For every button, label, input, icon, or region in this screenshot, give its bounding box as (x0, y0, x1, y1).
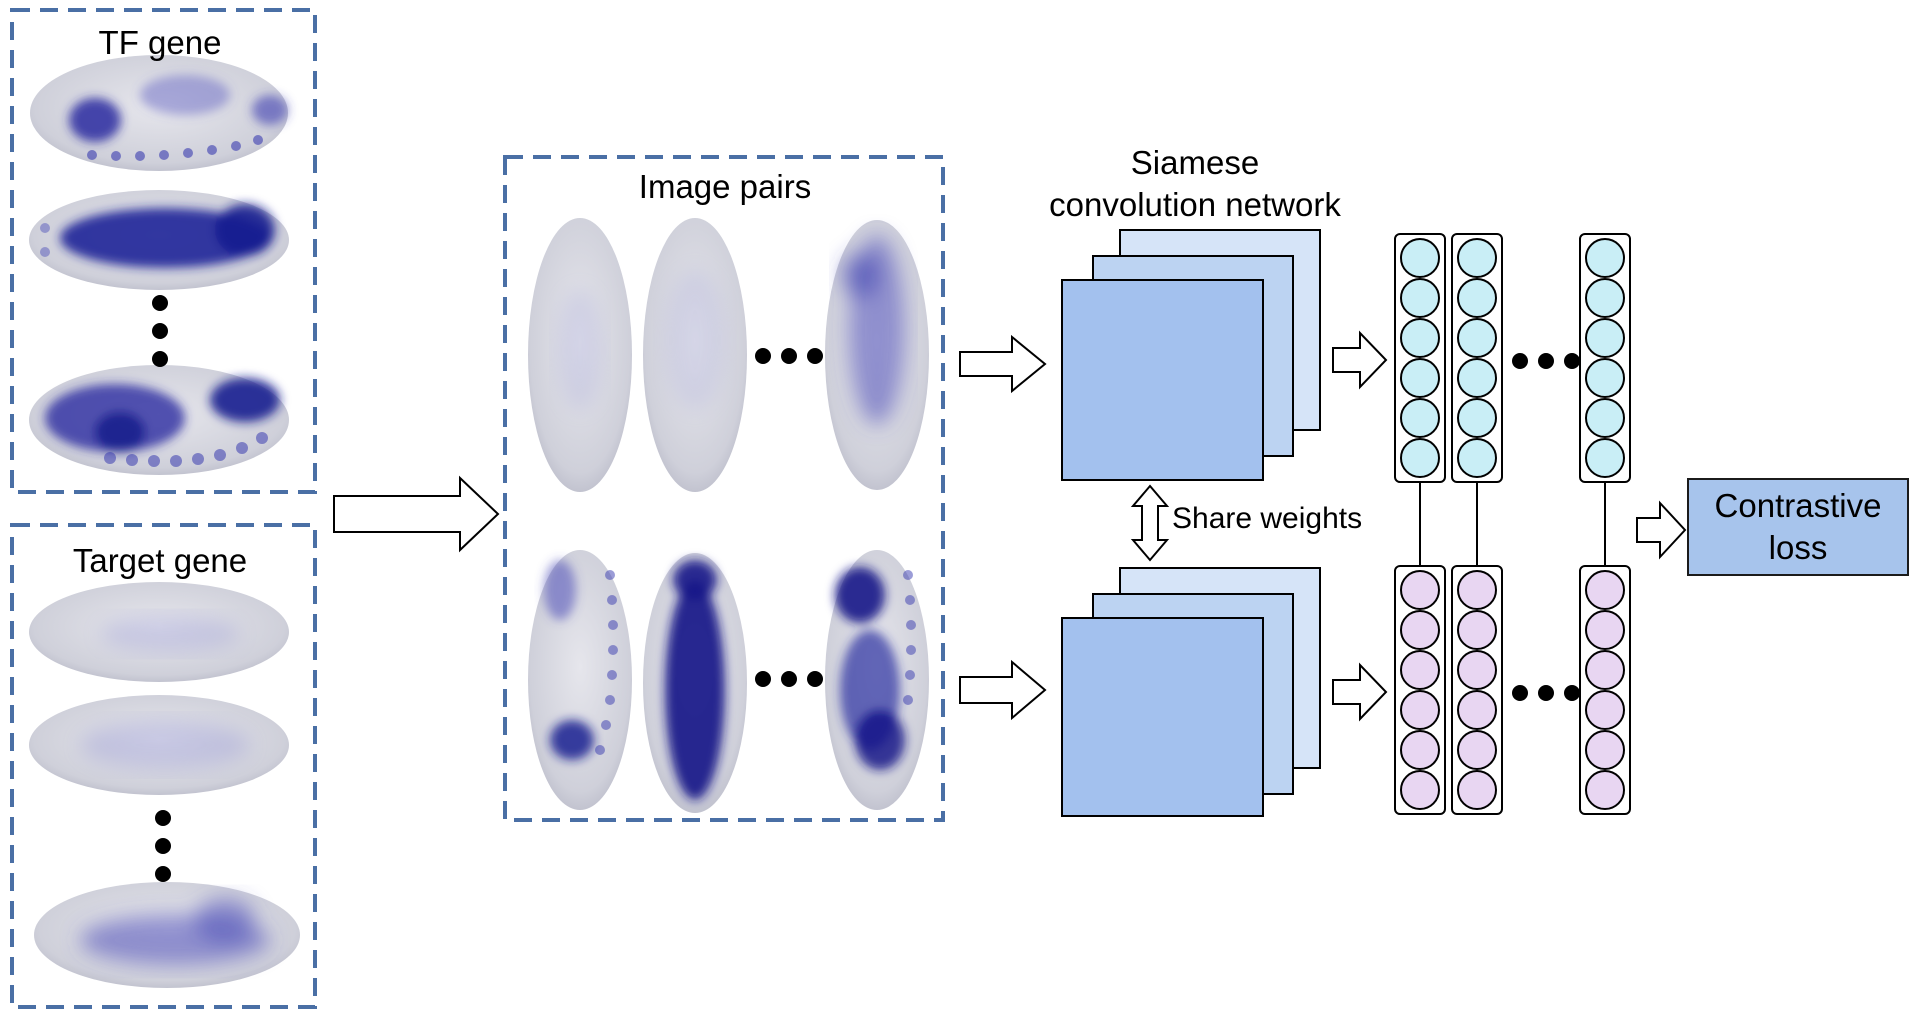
share-weights-label: Share weights (1172, 502, 1363, 535)
tf-vertical-ellipsis-icon (152, 295, 168, 367)
pair-top-embryo-3 (825, 220, 929, 490)
conv-stack-top (1061, 229, 1321, 481)
node-top (1457, 278, 1497, 318)
node-top (1585, 398, 1625, 438)
image-pairs-panel-border (503, 155, 945, 822)
top-nodes-ellipsis-icon (1512, 353, 1580, 369)
node-top (1457, 358, 1497, 398)
node-top (1457, 318, 1497, 358)
node-bottom (1585, 570, 1625, 610)
node-bottom (1400, 570, 1440, 610)
pair-bottom-embryo-1 (528, 550, 632, 810)
target-gene-panel-border (10, 523, 317, 1009)
pair-bottom-embryo-3 (825, 550, 929, 810)
target-embryo-3 (34, 882, 300, 988)
node-bottom (1585, 690, 1625, 730)
node-top (1585, 358, 1625, 398)
node-bottom (1457, 570, 1497, 610)
tf-embryo-1 (30, 55, 288, 171)
pair-top-embryo-1 (528, 218, 632, 492)
node-bottom (1400, 650, 1440, 690)
right-arrow-icon (1636, 500, 1687, 560)
node-bottom (1400, 730, 1440, 770)
node-top (1457, 238, 1497, 278)
node-top (1400, 398, 1440, 438)
node-top (1400, 318, 1440, 358)
node-bottom (1585, 730, 1625, 770)
embedding-node-columns (1394, 233, 1631, 815)
node-bottom (1457, 730, 1497, 770)
bottom-nodes-ellipsis-icon (1512, 685, 1580, 701)
siamese-title-line1: Siamese (1130, 144, 1260, 181)
node-bottom (1457, 610, 1497, 650)
pair-top-embryo-2 (643, 218, 747, 492)
siamese-title-line2: convolution network (1049, 186, 1341, 223)
loss-line1: Contrastive (1714, 487, 1882, 524)
loss-line2: loss (1768, 529, 1828, 566)
right-arrow-icon (1332, 330, 1388, 390)
node-bottom (1400, 690, 1440, 730)
node-top (1585, 438, 1625, 478)
target-embryo-1 (29, 582, 289, 682)
node-top (1400, 238, 1440, 278)
siamese-network-title: Siamese convolution network (1000, 142, 1390, 226)
target-vertical-ellipsis-icon (155, 810, 171, 882)
pair-bottom-ellipsis-icon (755, 671, 823, 687)
node-top (1400, 278, 1440, 318)
node-bottom (1585, 770, 1625, 810)
contrastive-loss-box: Contrastive loss (1687, 478, 1909, 576)
image-pairs-title: Image pairs (638, 168, 812, 205)
node-bottom (1457, 770, 1497, 810)
tf-gene-panel-border (10, 8, 317, 494)
right-arrow-icon (1332, 662, 1388, 722)
right-arrow-icon (333, 475, 500, 553)
conv-stack-bottom (1061, 567, 1321, 817)
node-top (1400, 358, 1440, 398)
pair-top-ellipsis-icon (755, 348, 823, 364)
pair-bottom-embryo-2 (643, 553, 747, 813)
node-top (1457, 398, 1497, 438)
right-arrow-icon (959, 659, 1047, 721)
double-vertical-arrow-icon (1130, 484, 1170, 562)
tf-embryo-2 (29, 190, 289, 290)
node-top (1585, 278, 1625, 318)
tf-gene-title: TF gene (98, 24, 222, 61)
node-bottom (1585, 650, 1625, 690)
node-top (1585, 318, 1625, 358)
target-gene-title: Target gene (72, 542, 248, 579)
node-top (1457, 438, 1497, 478)
node-bottom (1457, 650, 1497, 690)
node-bottom (1400, 770, 1440, 810)
node-bottom (1400, 610, 1440, 650)
node-top (1400, 438, 1440, 478)
target-embryo-2 (29, 695, 289, 795)
node-bottom (1457, 690, 1497, 730)
tf-embryo-3 (29, 365, 289, 475)
node-top (1585, 238, 1625, 278)
node-bottom (1585, 610, 1625, 650)
right-arrow-icon (959, 334, 1047, 394)
